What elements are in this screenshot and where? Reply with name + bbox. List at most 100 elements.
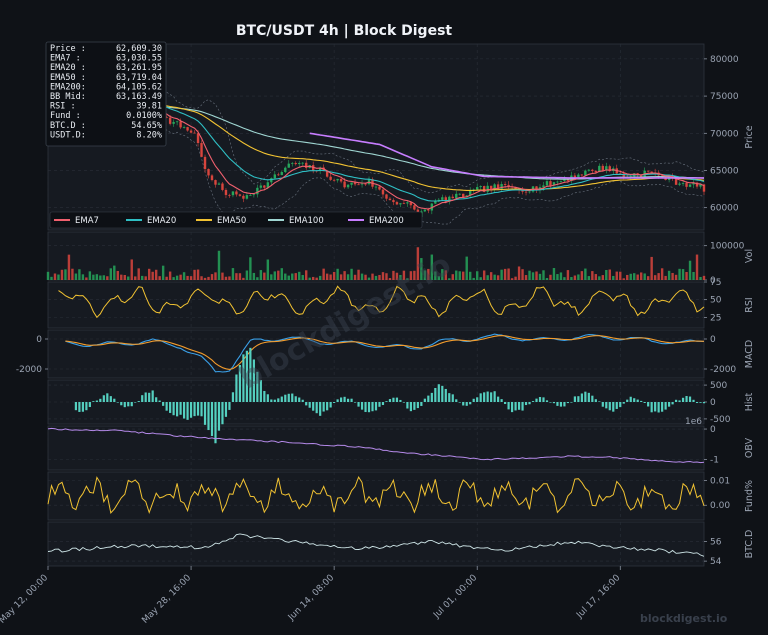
hist-bar: [357, 402, 360, 407]
candle-body: [482, 186, 486, 192]
hist-bar: [486, 391, 489, 402]
volume-bar: [256, 277, 259, 280]
volume-bar: [71, 268, 74, 280]
hist-bar: [476, 397, 479, 402]
hist-bar: [608, 402, 611, 411]
hist-bar: [591, 395, 594, 402]
hist-bar: [465, 402, 468, 406]
candle-body: [594, 170, 598, 173]
info-value-4: 64,105.62: [116, 82, 162, 92]
candle-body: [702, 184, 706, 192]
volume-bar: [74, 273, 78, 280]
candle-body: [224, 189, 228, 195]
hist-bar: [479, 393, 482, 402]
volume-bar: [92, 274, 95, 280]
candle-body: [650, 171, 653, 173]
ytick-label-btcd-0: 56: [710, 538, 722, 548]
volume-bar: [95, 274, 99, 280]
ytick-label-macd-1: -2000: [710, 365, 736, 375]
candle-body: [168, 117, 172, 124]
volume-bar: [482, 270, 486, 280]
candle-body: [259, 185, 263, 188]
candle-body: [172, 121, 175, 124]
volume-bar: [336, 268, 339, 280]
volume-bar: [137, 268, 140, 280]
candle-body: [231, 191, 235, 196]
volume-bar: [552, 268, 556, 280]
hist-bar: [601, 402, 604, 407]
info-label-0: Price :: [50, 44, 86, 54]
hist-bar: [242, 354, 245, 402]
volume-bar: [608, 269, 611, 280]
candle-body: [217, 183, 221, 185]
hist-bar: [141, 395, 144, 402]
candle-body: [364, 183, 367, 185]
volume-bar: [524, 275, 528, 280]
obv-line: [47, 427, 705, 464]
candle-body: [451, 196, 454, 199]
hist-bar: [214, 402, 217, 444]
candle-body: [280, 172, 283, 176]
candle-body: [203, 156, 207, 170]
volume-bar: [615, 271, 618, 280]
ytick-label-rsi-0: 75: [710, 278, 721, 288]
volume-bar: [193, 269, 196, 280]
volume-bar: [667, 270, 671, 280]
volume-bar: [402, 270, 406, 280]
hist-bar: [95, 400, 98, 402]
candle-body: [336, 178, 339, 181]
volume-bar: [674, 274, 678, 280]
funding-line: [47, 475, 705, 515]
hist-bar: [692, 399, 695, 402]
volume-bar: [563, 277, 566, 280]
candle-body: [639, 175, 643, 177]
hist-bar: [200, 402, 203, 417]
hist-bar: [688, 396, 692, 402]
hist-bar: [448, 393, 451, 402]
volume-bar: [653, 275, 657, 280]
volume-bar: [130, 259, 133, 280]
candle-body: [252, 194, 256, 196]
info-label-7: Fund :: [50, 111, 81, 121]
candle-body: [294, 163, 297, 165]
volume-bar: [263, 272, 266, 280]
candle-body: [175, 121, 179, 123]
candle-body: [182, 127, 186, 128]
volume-bar: [650, 256, 653, 280]
hist-bar: [413, 402, 416, 410]
candle-body: [406, 202, 409, 204]
candle-body: [339, 178, 343, 182]
hist-bar: [88, 402, 91, 408]
hist-bar: [490, 392, 493, 402]
volume-bar: [224, 276, 228, 280]
hist-bar: [695, 402, 699, 404]
volume-bar: [102, 275, 106, 280]
hist-bar: [469, 402, 472, 405]
volume-bar: [308, 277, 311, 280]
hist-bar: [74, 402, 78, 411]
hist-bar: [333, 402, 336, 403]
volume-bar: [699, 276, 702, 280]
volume-bar: [252, 272, 256, 280]
hist-bar: [169, 402, 172, 413]
candle-body: [521, 190, 524, 192]
volume-bar: [406, 278, 409, 280]
hist-bar: [399, 399, 402, 402]
volume-bar: [601, 275, 605, 280]
hist-bar: [402, 402, 406, 403]
hist-bar: [661, 402, 664, 412]
ylabel-hist: Hist: [744, 393, 755, 412]
hist-bar: [221, 402, 224, 425]
candle-body: [207, 169, 210, 176]
volume-bar: [64, 269, 67, 280]
volume-bar: [144, 276, 147, 280]
legend-label-ema200: EMA200: [369, 216, 404, 226]
hist-bar: [517, 402, 521, 410]
candle-body: [455, 193, 458, 199]
hist-bar: [231, 392, 235, 402]
ylabel-macd: MACD: [744, 340, 755, 368]
hist-bar: [308, 402, 311, 408]
volume-bar: [217, 250, 221, 280]
ytick-label-fund-1: 0.00: [710, 501, 730, 511]
